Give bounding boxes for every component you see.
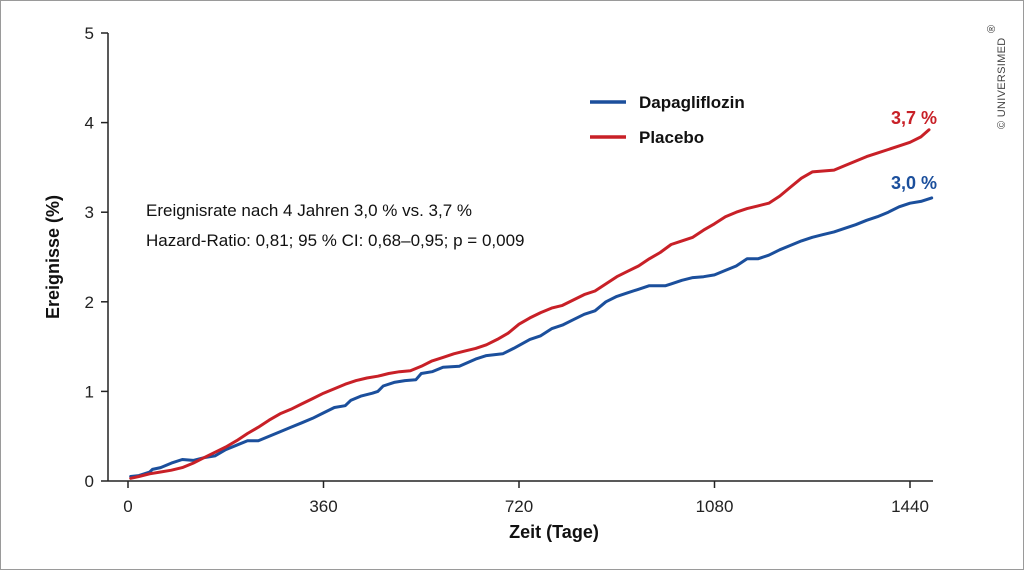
x-tick-label: 720 — [505, 497, 533, 516]
annotation-event-rate: Ereignisrate nach 4 Jahren 3,0 % vs. 3,7… — [146, 201, 472, 220]
copyright-text: © UNIVERSIMED — [996, 38, 1008, 129]
y-tick-label: 3 — [85, 203, 94, 222]
x-ticks: 0 360 720 1080 1440 — [123, 481, 929, 516]
series-layer — [129, 128, 934, 480]
legend: Dapagliflozin Placebo — [590, 93, 745, 147]
x-tick-label: 0 — [123, 497, 132, 516]
end-label-dapagliflozin: 3,0 % — [891, 173, 937, 193]
y-ticks: 0 1 2 3 4 5 — [85, 24, 108, 491]
y-tick-label: 2 — [85, 293, 94, 312]
x-axis-title: Zeit (Tage) — [509, 522, 599, 542]
series-line-dapagliflozin — [129, 196, 934, 478]
axes — [107, 33, 933, 482]
y-tick-label: 5 — [85, 24, 94, 43]
x-tick-label: 1080 — [696, 497, 734, 516]
legend-label-placebo: Placebo — [639, 128, 704, 147]
x-tick-label: 1440 — [891, 497, 929, 516]
y-tick-label: 0 — [85, 472, 94, 491]
registered-mark: ® — [986, 25, 998, 33]
y-tick-label: 1 — [85, 382, 94, 401]
series-line-placebo — [129, 128, 931, 480]
legend-label-dapagliflozin: Dapagliflozin — [639, 93, 745, 112]
annotation-hazard-ratio: Hazard-Ratio: 0,81; 95 % CI: 0,68–0,95; … — [146, 231, 525, 250]
end-label-placebo: 3,7 % — [891, 108, 937, 128]
y-tick-label: 4 — [85, 114, 94, 133]
annotation-box: Ereignisrate nach 4 Jahren 3,0 % vs. 3,7… — [146, 201, 525, 250]
x-tick-label: 360 — [309, 497, 337, 516]
copyright-notice: © UNIVERSIMED ® — [986, 25, 1008, 129]
y-axis-title: Ereignisse (%) — [43, 195, 63, 319]
